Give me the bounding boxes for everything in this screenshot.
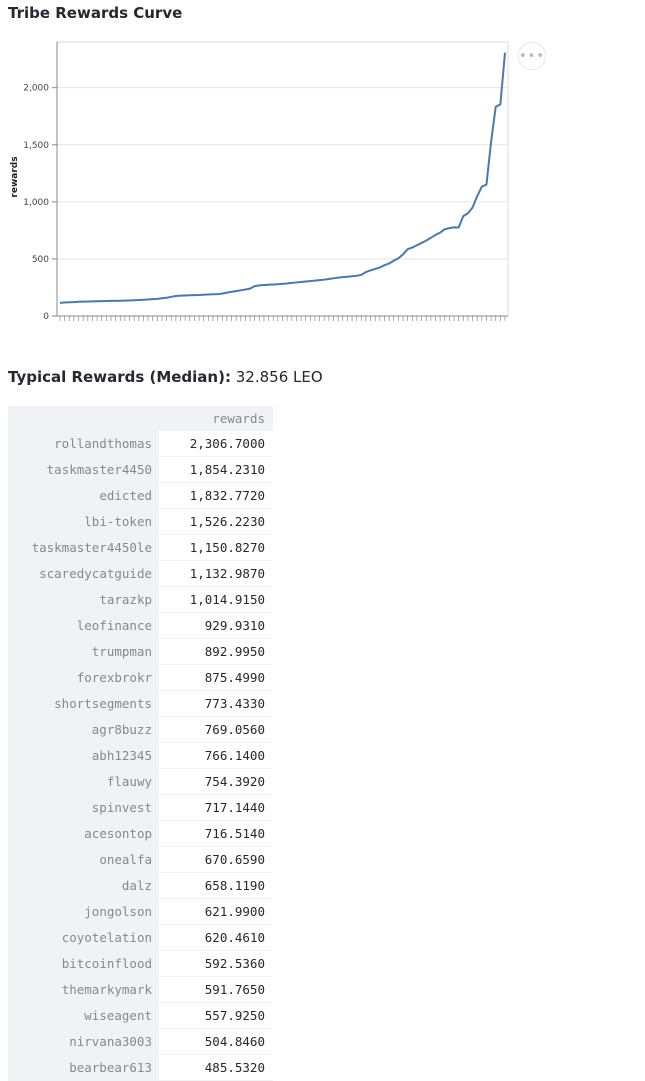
row-reward-value: 591.7650	[159, 976, 273, 1003]
table-row: lbi-token 1,526.2230	[8, 508, 273, 535]
table-row: onealfa 670.6590	[8, 846, 273, 873]
row-reward-value: 621.9900	[159, 898, 273, 925]
index-header	[8, 406, 159, 431]
chart-svg: 0 500 1,000 1,500 2,000 rewards	[10, 41, 509, 322]
row-index-name: flauwy	[8, 768, 159, 795]
table-row: coyotelation 620.4610	[8, 924, 273, 951]
row-reward-value: 875.4990	[159, 664, 273, 691]
row-index-name: bitcoinflood	[8, 950, 159, 977]
table-row: themarkymark 591.7650	[8, 976, 273, 1003]
table-row: scaredycatguide 1,132.9870	[8, 560, 273, 587]
row-reward-value: 1,014.9150	[159, 586, 273, 613]
row-index-name: themarkymark	[8, 976, 159, 1003]
row-index-name: shortsegments	[8, 690, 159, 717]
row-reward-value: 658.1190	[159, 872, 273, 899]
row-index-name: edicted	[8, 482, 159, 509]
row-reward-value: 1,526.2230	[159, 508, 273, 535]
row-index-name: spinvest	[8, 794, 159, 821]
row-reward-value: 1,832.7720	[159, 482, 273, 509]
table-header-row: rewards	[8, 406, 273, 431]
row-reward-value: 754.3920	[159, 768, 273, 795]
row-index-name: coyotelation	[8, 924, 159, 951]
row-index-name: taskmaster4450	[8, 456, 159, 483]
row-index-name: jongolson	[8, 898, 159, 925]
row-reward-value: 766.1400	[159, 742, 273, 769]
row-reward-value: 716.5140	[159, 820, 273, 847]
table-row: agr8buzz 769.0560	[8, 716, 273, 743]
row-index-name: tarazkp	[8, 586, 159, 613]
table-row: acesontop 716.5140	[8, 820, 273, 847]
row-index-name: forexbrokr	[8, 664, 159, 691]
row-index-name: taskmaster4450le	[8, 534, 159, 561]
row-reward-value: 717.1440	[159, 794, 273, 821]
row-reward-value: 485.5320	[159, 1054, 273, 1081]
grid-layer	[56, 41, 509, 317]
row-index-name: abh12345	[8, 742, 159, 769]
row-reward-value: 892.9950	[159, 638, 273, 665]
row-index-name: trumpman	[8, 638, 159, 665]
row-reward-value: 1,132.9870	[159, 560, 273, 587]
median-summary: Typical Rewards (Median): 32.856 LEO	[8, 368, 323, 386]
chart-menu-button[interactable]: •••	[518, 42, 546, 70]
chart-title: Tribe Rewards Curve	[8, 4, 183, 22]
row-reward-value: 2,306.7000	[159, 431, 273, 457]
row-reward-value: 557.9250	[159, 1002, 273, 1029]
more-horizontal-icon: •••	[519, 48, 546, 64]
table-row: bearbear613 485.5320	[8, 1054, 273, 1081]
row-index-name: scaredycatguide	[8, 560, 159, 587]
table-row: trumpman 892.9950	[8, 638, 273, 665]
axis-layer: 0 500 1,000 1,500 2,000 rewards	[10, 42, 508, 322]
row-reward-value: 1,150.8270	[159, 534, 273, 561]
table-body: rollandthomas 2,306.7000 taskmaster4450 1,8…	[8, 431, 273, 1081]
row-reward-value: 773.4330	[159, 690, 273, 717]
row-reward-value: 504.8460	[159, 1028, 273, 1055]
row-index-name: wiseagent	[8, 1002, 159, 1029]
table-row: edicted 1,832.7720	[8, 482, 273, 509]
row-index-name: leofinance	[8, 612, 159, 639]
median-label: Typical Rewards (Median):	[8, 368, 231, 386]
rewards-column-header[interactable]: rewards	[159, 406, 273, 431]
plot-frame	[56, 41, 509, 317]
row-index-name: bearbear613	[8, 1054, 159, 1081]
y-tick-label: 1,000	[23, 198, 49, 208]
table-row: tarazkp 1,014.9150	[8, 586, 273, 613]
table-row: spinvest 717.1440	[8, 794, 273, 821]
row-reward-value: 769.0560	[159, 716, 273, 743]
y-tick-label: 2,000	[23, 84, 49, 94]
row-index-name: onealfa	[8, 846, 159, 873]
row-reward-value: 670.6590	[159, 846, 273, 873]
row-index-name: acesontop	[8, 820, 159, 847]
row-index-name: rollandthomas	[8, 431, 159, 457]
table-row: dalz 658.1190	[8, 872, 273, 899]
row-reward-value: 1,854.2310	[159, 456, 273, 483]
y-axis-title: rewards	[10, 156, 20, 197]
y-tick-label: 0	[43, 312, 49, 322]
row-reward-value: 592.5360	[159, 950, 273, 977]
row-reward-value: 620.4610	[159, 924, 273, 951]
rewards-line-chart: 0 500 1,000 1,500 2,000 rewards	[0, 30, 560, 330]
table-row: abh12345 766.1400	[8, 742, 273, 769]
median-value: 32.856 LEO	[235, 368, 323, 386]
table-row: leofinance 929.9310	[8, 612, 273, 639]
rewards-series-line	[59, 52, 506, 304]
row-index-name: agr8buzz	[8, 716, 159, 743]
table-row: shortsegments 773.4330	[8, 690, 273, 717]
y-tick-label: 1,500	[23, 141, 49, 151]
table-row: jongolson 621.9900	[8, 898, 273, 925]
line-layer	[59, 52, 506, 304]
table-row: wiseagent 557.9250	[8, 1002, 273, 1029]
table-row: flauwy 754.3920	[8, 768, 273, 795]
table-row: rollandthomas 2,306.7000	[8, 431, 273, 457]
y-tick-label: 500	[32, 255, 49, 265]
row-index-name: dalz	[8, 872, 159, 899]
table-row: bitcoinflood 592.5360	[8, 950, 273, 977]
row-index-name: lbi-token	[8, 508, 159, 535]
row-reward-value: 929.9310	[159, 612, 273, 639]
table-row: nirvana3003 504.8460	[8, 1028, 273, 1055]
table-row: taskmaster4450 1,854.2310	[8, 456, 273, 483]
rewards-table: rewards rollandthomas 2,306.7000 taskmaste…	[8, 406, 273, 1081]
table-row: taskmaster4450le 1,150.8270	[8, 534, 273, 561]
table-row: forexbrokr 875.4990	[8, 664, 273, 691]
row-index-name: nirvana3003	[8, 1028, 159, 1055]
